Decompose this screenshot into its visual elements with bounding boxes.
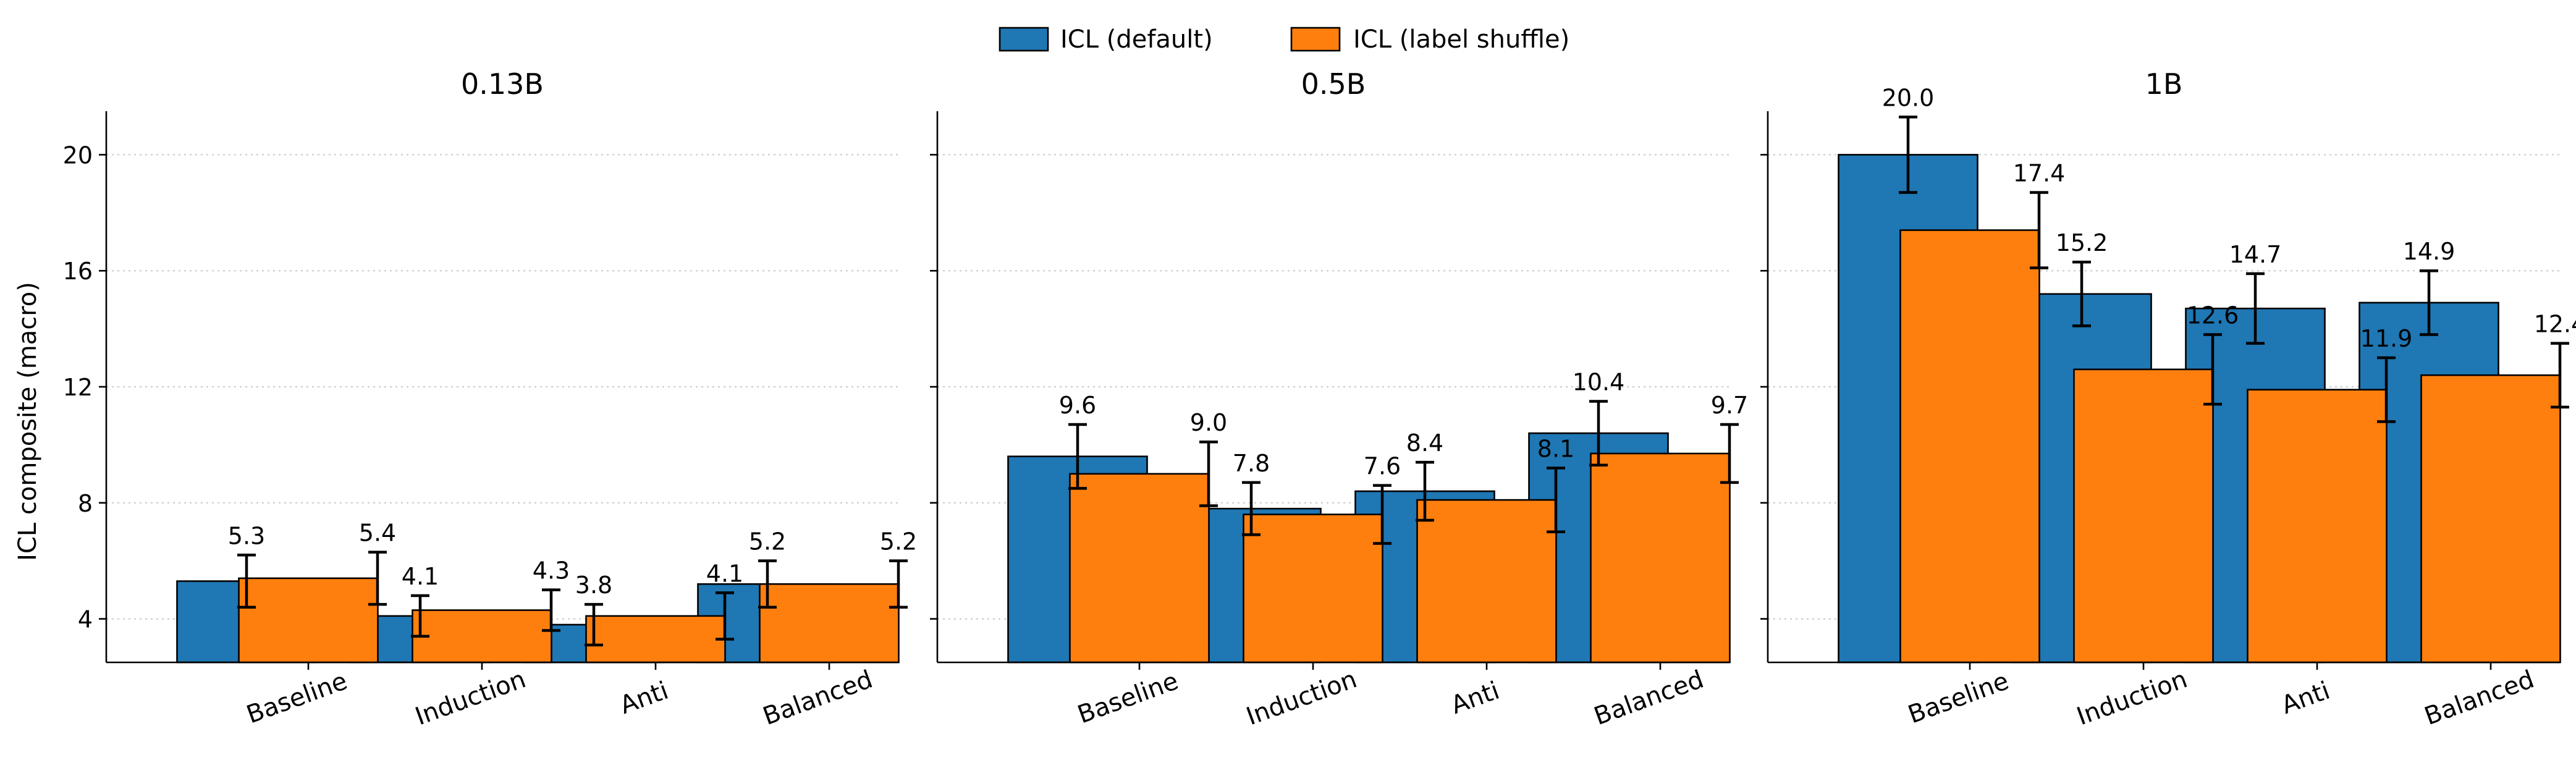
bar-label-shuffle-baseline (238, 577, 379, 664)
data-label-label-shuffle: 12.4 (2534, 311, 2576, 338)
data-label-default: 4.1 (402, 563, 439, 590)
bar-label-shuffle-balanced (2420, 374, 2561, 664)
data-label-default: 9.6 (1059, 392, 1096, 419)
data-label-label-shuffle: 4.3 (533, 557, 570, 585)
data-label-label-shuffle: 17.4 (2013, 159, 2066, 187)
x-tick-label-baseline: Baseline (1904, 667, 2012, 729)
y-tick-label: 16 (63, 258, 93, 285)
legend: ICL (default) ICL (label shuffle) (999, 25, 1569, 54)
data-label-default: 5.2 (749, 528, 786, 555)
panel-title: 0.13B (461, 67, 544, 101)
y-tick-label: 12 (63, 374, 93, 401)
data-label-default: 15.2 (2056, 229, 2108, 256)
data-label-default: 7.8 (1233, 450, 1270, 477)
bar-label-shuffle-anti (2247, 389, 2388, 664)
data-label-default: 20.0 (1882, 84, 1935, 111)
x-tick-label-balanced: Balanced (759, 665, 877, 731)
bar-label-shuffle-baseline (1069, 473, 1210, 664)
data-label-label-shuffle: 4.1 (706, 560, 743, 587)
bar-label-shuffle-balanced (759, 583, 900, 664)
bar-label-shuffle-balanced (1590, 452, 1731, 664)
data-label-label-shuffle: 7.6 (1364, 453, 1401, 480)
y-tick-label: 4 (78, 606, 93, 633)
bar-label-shuffle-baseline (1899, 229, 2040, 664)
y-tick-label: 20 (63, 141, 93, 169)
bar-label-shuffle-induction (412, 609, 552, 664)
data-label-default: 14.7 (2229, 241, 2282, 268)
y-axis-label: ICL composite (macro) (14, 282, 42, 561)
data-label-default: 10.4 (1573, 368, 1625, 395)
data-label-default: 5.3 (228, 522, 265, 549)
x-tick-label-anti: Anti (2278, 677, 2333, 720)
bar-label-shuffle-induction (1243, 513, 1383, 664)
x-tick-label-anti: Anti (616, 677, 672, 720)
data-label-label-shuffle: 12.6 (2187, 302, 2239, 329)
x-tick-label-induction: Induction (1243, 665, 1361, 731)
x-tick-label-baseline: Baseline (1074, 667, 1182, 729)
x-tick-label-balanced: Balanced (2421, 665, 2538, 731)
legend-label-default: ICL (default) (1060, 25, 1213, 54)
data-label-label-shuffle: 5.2 (880, 528, 917, 555)
legend-label-label-shuffle: ICL (label shuffle) (1353, 25, 1569, 54)
x-tick-label-induction: Induction (2073, 665, 2191, 731)
data-label-label-shuffle: 9.7 (1711, 392, 1748, 419)
legend-swatch-label-shuffle (1290, 27, 1341, 52)
legend-swatch-default (999, 27, 1049, 52)
panel-title: 1B (2145, 67, 2183, 101)
panel-0-13b: 5.34.1 3.85.25.44.3 4.15.248121620Baseline… (63, 67, 918, 731)
x-tick-label-induction: Induction (412, 665, 530, 731)
data-label-default: 3.8 (575, 572, 612, 599)
data-label-label-shuffle: 8.1 (1537, 435, 1574, 462)
bar-label-shuffle-anti (585, 615, 726, 664)
data-label-default: 8.4 (1406, 429, 1443, 457)
x-tick-label-balanced: Balanced (1590, 665, 1708, 731)
bar-label-shuffle-induction (2073, 368, 2214, 664)
data-label-label-shuffle: 11.9 (2360, 325, 2413, 352)
y-tick-label: 8 (78, 490, 93, 517)
data-label-default: 14.9 (2403, 238, 2456, 265)
x-tick-label-baseline: Baseline (243, 667, 351, 729)
x-tick-label-anti: Anti (1447, 677, 1503, 720)
data-label-label-shuffle: 9.0 (1190, 409, 1227, 436)
bar-label-shuffle-anti (1416, 499, 1557, 664)
panel-title: 0.5B (1301, 67, 1366, 101)
panel-0-5b: 9.6 7.8 8.4 10.4 9.0 7.6 8.1 9.7 Baseline Inducti… (930, 67, 1748, 731)
data-label-label-shuffle: 5.4 (359, 520, 396, 547)
panel-1b: 20.0 15.2 14.7 14.9 17.4 12.6 11.9 12.4 Baseline… (1760, 67, 2576, 731)
